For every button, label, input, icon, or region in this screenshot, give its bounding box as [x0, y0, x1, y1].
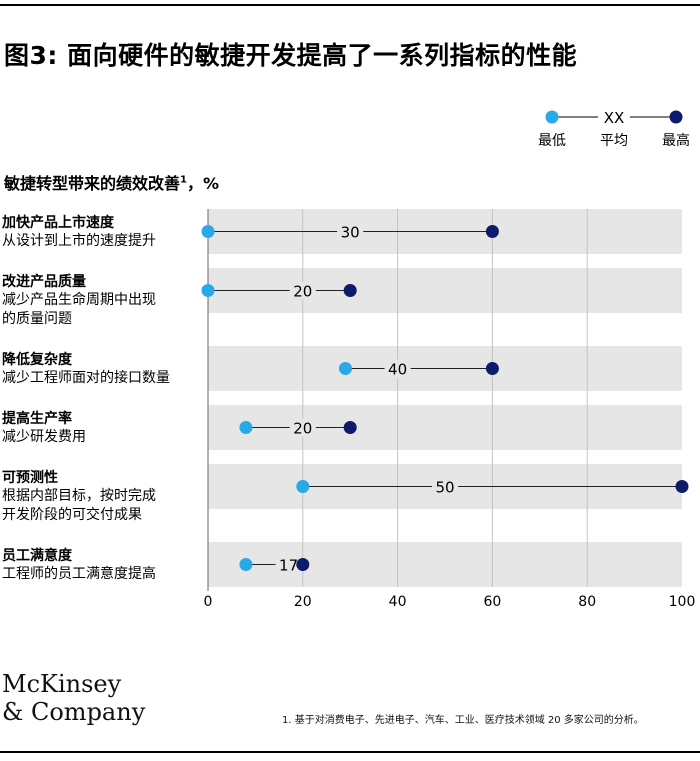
max-dot — [485, 362, 499, 375]
legend-max-dot — [669, 110, 683, 124]
category-name: 改进产品质量 — [2, 274, 86, 290]
category-name: 员工满意度 — [2, 548, 72, 564]
avg-label: 20 — [293, 420, 312, 438]
legend-min-label: 最低 — [538, 133, 566, 149]
avg-label: 30 — [341, 224, 360, 242]
subtitle-footnote-ref: 1 — [180, 174, 187, 186]
avg-label: 40 — [388, 361, 407, 379]
max-dot — [343, 421, 357, 434]
max-dot — [343, 284, 357, 297]
avg-label: 20 — [293, 283, 312, 301]
top-rule — [0, 4, 700, 6]
mckinsey-logo: McKinsey & Company — [2, 670, 145, 726]
min-dot — [239, 558, 253, 571]
x-tick-label: 100 — [669, 594, 696, 610]
legend-avg-label: 平均 — [600, 133, 628, 149]
category-name: 提高生产率 — [2, 411, 72, 427]
category-description: 的质量问题 — [2, 311, 72, 327]
category-description: 开发阶段的可交付成果 — [2, 507, 142, 523]
logo-line-2: & Company — [2, 698, 146, 726]
legend-min-dot — [545, 110, 559, 124]
max-dot — [485, 225, 499, 238]
footnote: 1. 基于对消费电子、先进电子、汽车、工业、医疗技术领域 20 多家公司的分析。 — [282, 715, 644, 726]
category-description: 减少工程师面对的接口数量 — [2, 370, 170, 386]
legend-avg-marker: XX — [604, 109, 625, 127]
x-tick-label: 40 — [389, 594, 407, 610]
max-dot — [675, 480, 689, 493]
legend-avg-bg — [598, 108, 630, 126]
avg-label-bg — [289, 281, 316, 300]
x-tick-label: 0 — [204, 594, 213, 610]
avg-label: 50 — [435, 479, 454, 497]
avg-label: 17 — [279, 557, 298, 575]
min-dot — [338, 362, 352, 375]
avg-label-bg — [337, 222, 364, 241]
x-tick-label: 80 — [578, 594, 596, 610]
avg-label-bg — [432, 477, 458, 496]
chart-title: 图3: 面向硬件的敏捷开发提高了一系列指标的性能 — [4, 41, 578, 70]
category-description: 工程师的员工满意度提高 — [2, 566, 156, 582]
max-dot — [296, 558, 310, 571]
x-tick-label: 60 — [483, 594, 501, 610]
category-description: 从设计到上市的速度提升 — [2, 233, 156, 249]
category-description: 根据内部目标，按时完成 — [2, 488, 156, 504]
logo-line-1: McKinsey — [2, 670, 122, 698]
x-tick-label: 20 — [294, 594, 312, 610]
bottom-rule — [0, 751, 700, 753]
legend-max-label: 最高 — [662, 133, 690, 149]
min-dot — [201, 225, 215, 238]
avg-label-bg — [289, 418, 316, 437]
chart-subtitle: 敏捷转型带来的绩效改善1，% — [4, 170, 219, 194]
avg-label-bg — [275, 555, 302, 574]
avg-label-bg — [384, 359, 411, 378]
category-name: 降低复杂度 — [2, 352, 72, 368]
category-name: 可预测性 — [2, 470, 58, 486]
min-dot — [201, 284, 215, 297]
category-description: 减少产品生命周期中出现 — [2, 292, 156, 308]
subtitle-text: 敏捷转型带来的绩效改善 — [4, 174, 181, 193]
min-dot — [296, 480, 310, 493]
category-name: 加快产品上市速度 — [2, 215, 114, 231]
min-dot — [239, 421, 253, 434]
category-description: 减少研发费用 — [2, 429, 86, 445]
subtitle-unit: ，% — [186, 174, 220, 193]
